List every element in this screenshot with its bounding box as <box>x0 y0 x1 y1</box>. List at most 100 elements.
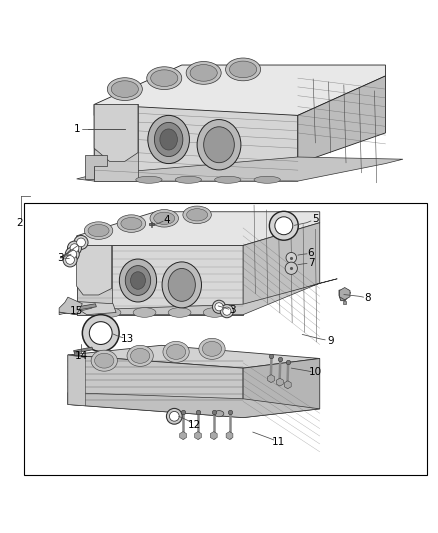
Polygon shape <box>59 279 337 314</box>
Ellipse shape <box>136 176 162 183</box>
Ellipse shape <box>107 78 142 101</box>
Text: 5: 5 <box>312 214 319 224</box>
Circle shape <box>223 307 231 315</box>
Ellipse shape <box>214 410 224 417</box>
Ellipse shape <box>230 61 257 78</box>
Ellipse shape <box>166 344 186 359</box>
Ellipse shape <box>203 308 226 317</box>
Ellipse shape <box>154 212 175 224</box>
Ellipse shape <box>183 206 212 223</box>
Polygon shape <box>74 351 79 355</box>
Ellipse shape <box>215 176 241 183</box>
Polygon shape <box>94 104 138 181</box>
Polygon shape <box>298 76 385 164</box>
Ellipse shape <box>162 262 201 308</box>
Ellipse shape <box>125 265 151 295</box>
Ellipse shape <box>133 308 156 317</box>
Ellipse shape <box>84 222 113 239</box>
Ellipse shape <box>91 350 117 371</box>
Polygon shape <box>68 345 320 368</box>
Ellipse shape <box>226 58 261 81</box>
Polygon shape <box>78 304 96 310</box>
Ellipse shape <box>127 345 153 366</box>
Ellipse shape <box>204 127 234 163</box>
Ellipse shape <box>95 353 114 368</box>
Ellipse shape <box>199 338 225 359</box>
Polygon shape <box>77 212 320 246</box>
Text: 2: 2 <box>16 217 23 228</box>
Ellipse shape <box>98 308 121 317</box>
Text: 15: 15 <box>70 306 83 316</box>
Polygon shape <box>94 104 138 161</box>
Circle shape <box>68 250 77 259</box>
Circle shape <box>220 304 233 318</box>
Ellipse shape <box>190 64 217 81</box>
Text: 7: 7 <box>307 258 314 268</box>
Ellipse shape <box>148 115 189 164</box>
Text: 3: 3 <box>57 253 64 263</box>
Ellipse shape <box>186 61 221 84</box>
Ellipse shape <box>187 209 208 221</box>
Circle shape <box>66 256 74 264</box>
Polygon shape <box>151 222 152 227</box>
Circle shape <box>170 411 179 421</box>
Text: 1: 1 <box>73 124 80 134</box>
Circle shape <box>285 262 297 274</box>
Polygon shape <box>68 393 320 418</box>
Ellipse shape <box>168 308 191 317</box>
Circle shape <box>275 217 293 235</box>
Text: 11: 11 <box>272 437 285 447</box>
Ellipse shape <box>197 119 241 170</box>
Circle shape <box>269 211 298 240</box>
Polygon shape <box>68 355 243 418</box>
Ellipse shape <box>117 215 145 232</box>
Polygon shape <box>68 355 85 406</box>
Ellipse shape <box>111 81 138 98</box>
Circle shape <box>65 247 79 261</box>
Polygon shape <box>77 246 243 314</box>
Ellipse shape <box>131 272 145 289</box>
Circle shape <box>286 253 297 263</box>
Circle shape <box>166 408 182 424</box>
Ellipse shape <box>151 70 178 86</box>
Ellipse shape <box>119 259 157 302</box>
Text: 8: 8 <box>364 293 371 303</box>
Circle shape <box>215 303 223 311</box>
Ellipse shape <box>154 123 183 157</box>
Polygon shape <box>339 290 350 301</box>
Polygon shape <box>243 359 320 418</box>
Text: 13: 13 <box>120 334 134 344</box>
Polygon shape <box>77 302 116 314</box>
Text: 3: 3 <box>229 305 236 316</box>
Polygon shape <box>243 223 320 307</box>
Polygon shape <box>85 155 107 179</box>
Ellipse shape <box>163 342 189 362</box>
Ellipse shape <box>147 67 182 90</box>
Ellipse shape <box>121 217 142 230</box>
Polygon shape <box>94 104 298 181</box>
Ellipse shape <box>202 342 222 356</box>
Text: 10: 10 <box>309 367 322 377</box>
Polygon shape <box>77 246 112 314</box>
Polygon shape <box>343 301 346 304</box>
Text: 14: 14 <box>74 351 88 361</box>
Polygon shape <box>94 65 385 115</box>
Circle shape <box>67 241 81 255</box>
Circle shape <box>89 322 112 344</box>
Text: 9: 9 <box>327 336 334 346</box>
Polygon shape <box>77 157 403 181</box>
Circle shape <box>77 238 85 247</box>
Bar <box>24 203 427 474</box>
Circle shape <box>63 253 77 267</box>
Circle shape <box>212 300 226 313</box>
Text: 12: 12 <box>188 420 201 430</box>
Text: 4: 4 <box>163 215 170 224</box>
Ellipse shape <box>160 129 177 150</box>
Ellipse shape <box>88 224 109 237</box>
Polygon shape <box>77 246 112 295</box>
Polygon shape <box>149 223 154 225</box>
Circle shape <box>70 244 79 253</box>
Polygon shape <box>74 347 93 353</box>
Ellipse shape <box>131 349 150 364</box>
Ellipse shape <box>175 176 201 183</box>
